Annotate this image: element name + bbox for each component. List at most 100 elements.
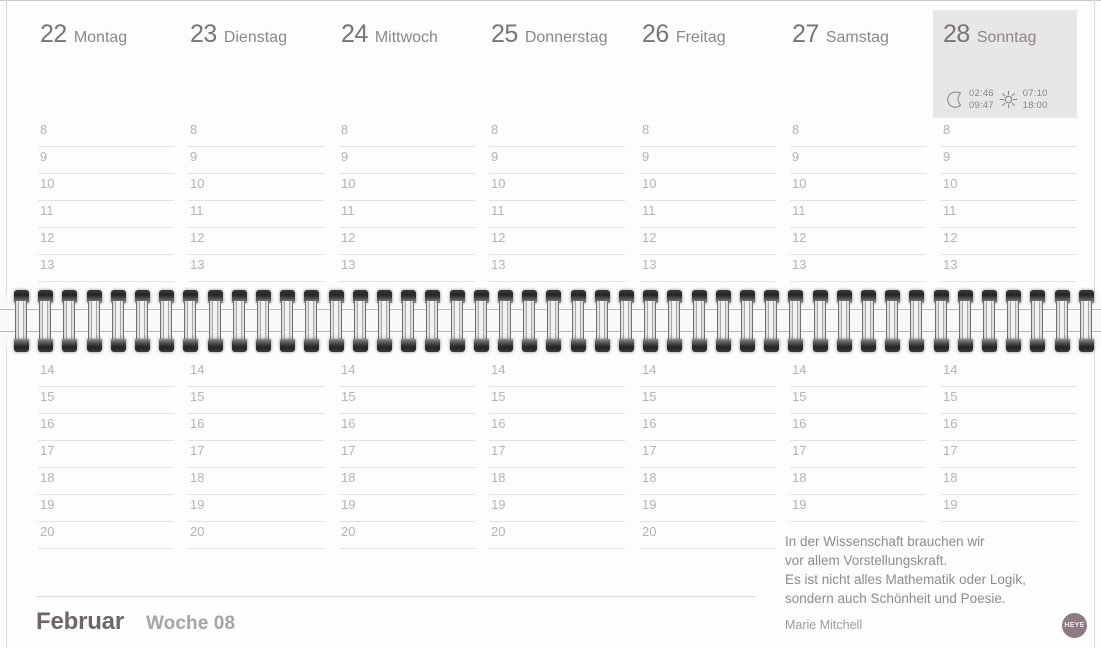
time-slot[interactable]: 8 [790,120,926,147]
day-column-freitag[interactable]: 26 Freitag 8 9 10 11 12 13 14 15 16 17 18 19 20 [632,0,782,648]
binding-loop-bottom [183,339,199,352]
time-slot[interactable]: 9 [640,147,776,174]
moon-icon [945,90,964,109]
time-slot[interactable]: 9 [941,147,1077,174]
time-slot[interactable]: 19 [489,495,625,522]
binding-loop-wire [280,301,296,341]
time-slot[interactable]: 13 [188,255,324,282]
time-slot[interactable]: 17 [489,441,625,468]
time-slot[interactable]: 20 [489,522,625,549]
time-slot[interactable]: 12 [790,228,926,255]
time-slot[interactable]: 18 [339,468,475,495]
time-slot[interactable]: 16 [38,414,174,441]
time-slot[interactable]: 14 [339,360,475,387]
time-slot[interactable]: 13 [38,255,174,282]
time-slot[interactable]: 11 [489,201,625,228]
time-slot[interactable]: 19 [339,495,475,522]
time-slot[interactable]: 15 [38,387,174,414]
time-slot[interactable]: 18 [640,468,776,495]
time-slot[interactable]: 18 [790,468,926,495]
time-slot[interactable]: 17 [941,441,1077,468]
time-slot[interactable]: 15 [640,387,776,414]
time-slot[interactable]: 15 [941,387,1077,414]
time-slot[interactable]: 17 [339,441,475,468]
time-slot[interactable]: 12 [640,228,776,255]
time-slot[interactable]: 20 [188,522,324,549]
time-slot[interactable]: 9 [188,147,324,174]
time-slot[interactable]: 11 [188,201,324,228]
time-slot[interactable]: 11 [941,201,1077,228]
time-slot[interactable]: 13 [941,255,1077,282]
time-slot[interactable]: 12 [941,228,1077,255]
time-slot[interactable]: 11 [38,201,174,228]
time-slot[interactable]: 17 [188,441,324,468]
time-slot[interactable]: 14 [38,360,174,387]
time-slot[interactable]: 10 [941,174,1077,201]
time-slot[interactable]: 16 [640,414,776,441]
time-slot[interactable]: 11 [339,201,475,228]
time-slot[interactable]: 14 [640,360,776,387]
time-slot[interactable]: 9 [489,147,625,174]
time-slot[interactable]: 19 [941,495,1077,522]
time-slot[interactable]: 15 [188,387,324,414]
time-slot[interactable]: 10 [489,174,625,201]
time-slot[interactable]: 8 [640,120,776,147]
day-column-montag[interactable]: 22 Montag 8 9 10 11 12 13 14 15 16 17 18 19 20 [30,0,180,648]
day-column-sonntag[interactable]: 28 Sonntag 02:46 09:47 07:10 18:00 8 9 10 11 12 13 1… [933,0,1083,648]
time-slot[interactable]: 17 [38,441,174,468]
time-slot[interactable]: 15 [339,387,475,414]
time-slot[interactable]: 18 [489,468,625,495]
time-slot[interactable]: 19 [640,495,776,522]
time-slot[interactable]: 12 [38,228,174,255]
time-slot[interactable]: 15 [790,387,926,414]
time-slot[interactable]: 20 [640,522,776,549]
time-slot[interactable]: 19 [790,495,926,522]
time-slot[interactable]: 9 [339,147,475,174]
time-slot[interactable]: 13 [640,255,776,282]
time-slot[interactable]: 17 [640,441,776,468]
time-slot[interactable]: 10 [640,174,776,201]
day-column-samstag[interactable]: 27 Samstag 8 9 10 11 12 13 14 15 16 17 18 19 [782,0,932,648]
time-slot[interactable]: 20 [38,522,174,549]
day-column-donnerstag[interactable]: 25 Donnerstag 8 9 10 11 12 13 14 15 16 17 18 19 20 [481,0,631,648]
time-slot[interactable]: 10 [38,174,174,201]
time-slot[interactable]: 9 [790,147,926,174]
time-slot[interactable]: 12 [339,228,475,255]
time-slot[interactable]: 14 [941,360,1077,387]
time-slot[interactable]: 10 [188,174,324,201]
time-slot[interactable]: 18 [188,468,324,495]
time-slot[interactable]: 8 [38,120,174,147]
day-column-dienstag[interactable]: 23 Dienstag 8 9 10 11 12 13 14 15 16 17 18 19 20 [180,0,330,648]
time-slot[interactable]: 13 [790,255,926,282]
time-slot[interactable]: 14 [790,360,926,387]
time-slot[interactable]: 20 [339,522,475,549]
time-slot[interactable]: 11 [790,201,926,228]
time-slot[interactable]: 13 [339,255,475,282]
time-slot[interactable]: 16 [339,414,475,441]
time-slot[interactable]: 16 [790,414,926,441]
time-slot[interactable]: 19 [188,495,324,522]
time-slot[interactable]: 12 [489,228,625,255]
time-slot[interactable]: 12 [188,228,324,255]
time-slot[interactable]: 9 [38,147,174,174]
time-slot[interactable]: 18 [38,468,174,495]
time-slot[interactable]: 16 [188,414,324,441]
time-slot[interactable]: 8 [489,120,625,147]
time-slot[interactable]: 16 [489,414,625,441]
time-slot[interactable]: 13 [489,255,625,282]
time-slot[interactable]: 14 [489,360,625,387]
time-slot[interactable]: 15 [489,387,625,414]
binding-loop-wire [159,301,175,341]
time-slot[interactable]: 14 [188,360,324,387]
time-slot[interactable]: 8 [339,120,475,147]
time-slot[interactable]: 19 [38,495,174,522]
time-slot[interactable]: 11 [640,201,776,228]
time-slot[interactable]: 17 [790,441,926,468]
time-slot[interactable]: 18 [941,468,1077,495]
time-slot[interactable]: 10 [339,174,475,201]
time-slot[interactable]: 8 [941,120,1077,147]
time-slot[interactable]: 10 [790,174,926,201]
time-slot[interactable]: 16 [941,414,1077,441]
day-column-mittwoch[interactable]: 24 Mittwoch 8 9 10 11 12 13 14 15 16 17 18 19 20 [331,0,481,648]
time-slot[interactable]: 8 [188,120,324,147]
